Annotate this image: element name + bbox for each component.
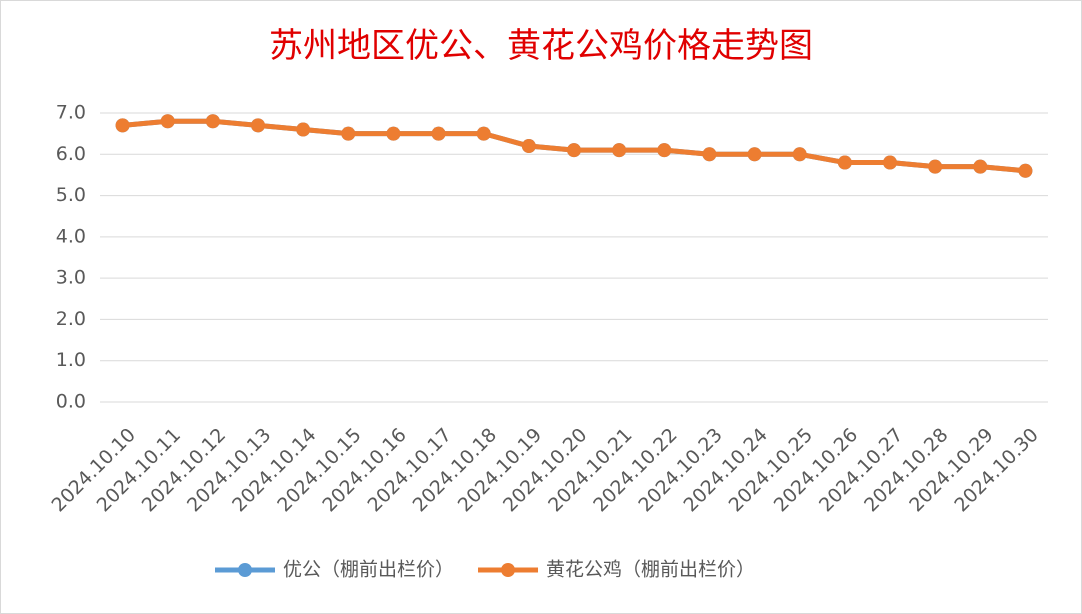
point — [792, 147, 807, 162]
y-tick-label: 1.0 — [56, 349, 86, 371]
y-tick-label: 6.0 — [56, 143, 86, 165]
point — [251, 118, 265, 133]
point — [521, 139, 536, 154]
point — [341, 126, 356, 141]
point — [747, 147, 762, 162]
y-tick-label: 3.0 — [56, 267, 86, 289]
legend-marker — [238, 563, 252, 577]
legend-marker — [501, 563, 516, 577]
point — [431, 126, 446, 141]
point — [160, 114, 175, 129]
point — [205, 114, 220, 129]
point — [1018, 163, 1033, 178]
legend-label: 黄花公鸡（棚前出栏价） — [546, 559, 755, 581]
point — [928, 159, 943, 174]
legend-label: 优公（棚前出栏价） — [283, 559, 454, 581]
point — [612, 143, 627, 158]
y-tick-label: 4.0 — [56, 225, 86, 247]
point — [476, 126, 491, 141]
point — [702, 147, 717, 162]
point — [657, 143, 672, 158]
point — [973, 159, 988, 174]
point — [567, 143, 581, 158]
y-tick-label: 0.0 — [56, 391, 86, 413]
point — [386, 126, 401, 141]
y-tick-label: 5.0 — [56, 184, 86, 206]
point — [296, 122, 311, 137]
point — [115, 118, 130, 133]
y-tick-label: 2.0 — [56, 308, 86, 330]
point — [837, 155, 852, 170]
y-tick-label: 7.0 — [56, 102, 86, 124]
chart-title: 苏州地区优公、黄花公鸡价格走势图 — [269, 26, 813, 66]
point — [883, 155, 897, 170]
